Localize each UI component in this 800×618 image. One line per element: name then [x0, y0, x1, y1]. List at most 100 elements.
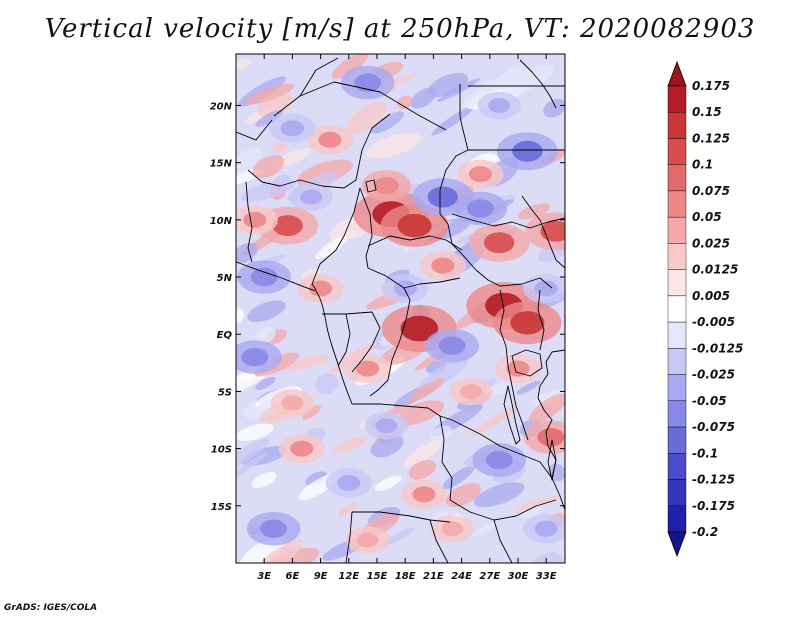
colorbar-label: -0.0125: [692, 341, 743, 355]
x-tick-label: 15E: [367, 571, 388, 582]
y-tick-label: EQ: [217, 330, 233, 341]
colorbar-label: -0.1: [692, 446, 718, 460]
field-patch: [346, 101, 387, 135]
colorbar-label: -0.175: [692, 499, 735, 513]
field-patch: [236, 147, 262, 178]
y-tick-label: 10S: [211, 445, 232, 456]
colorbar-label: 0.075: [692, 184, 730, 198]
colorbar-label: -0.025: [692, 368, 735, 382]
car-north-border: [367, 235, 463, 251]
x-tick-label: 9E: [314, 571, 328, 582]
hotspot-core: [431, 257, 455, 274]
colorbar-label: 0.175: [692, 79, 730, 93]
field-patch: [374, 475, 402, 491]
colorbar-label: -0.2: [692, 525, 718, 539]
hotspot-core: [441, 521, 464, 537]
colorbar-bin: [667, 164, 687, 192]
colorbar-label: 0.025: [692, 236, 730, 250]
map-frame: [235, 53, 566, 564]
field-patch: [331, 54, 369, 79]
field-patch: [370, 434, 404, 458]
field-patch: [436, 78, 481, 102]
map-area: [235, 53, 566, 564]
field-patch: [404, 439, 443, 467]
colorbar-bin: [667, 190, 687, 218]
field-patch: [472, 522, 498, 536]
congo-west-border: [345, 311, 381, 373]
field-patch: [255, 377, 276, 390]
chart-title: Vertical velocity [m/s] at 250hPa, VT: 2…: [44, 14, 756, 44]
field-patch: [409, 378, 445, 402]
congo-drc-border: [369, 287, 411, 397]
field-patch: [408, 459, 436, 480]
colorbar-bin: [667, 426, 687, 454]
field-patch: [236, 169, 263, 187]
lake-chad: [365, 179, 377, 193]
zambia-south-border: [449, 499, 557, 521]
field-patch: [397, 400, 444, 426]
field-patch: [533, 552, 564, 563]
field-patch: [365, 133, 421, 159]
hotspot-core: [356, 360, 380, 377]
uganda-kenya-border: [537, 289, 545, 351]
colorbar-label: 0.125: [692, 132, 730, 146]
angola-north-border: [352, 403, 453, 421]
libya-niger-chad-border: [273, 81, 447, 131]
angola-south-border: [352, 511, 451, 523]
field-patch: [272, 142, 288, 153]
colorbar-top-triangle: [667, 60, 687, 87]
sahara-border: [236, 119, 273, 141]
field-patch: [429, 425, 452, 442]
x-tick-label: 33E: [536, 571, 557, 582]
colorbar-bin: [667, 243, 687, 270]
field-patch: [381, 527, 416, 546]
colorbar-bin: [667, 400, 687, 428]
hotspot-core: [300, 189, 323, 205]
colorbar-bin: [667, 321, 687, 349]
field-patch: [252, 155, 285, 178]
colorbar-bin: [667, 111, 687, 139]
hotspot-core: [484, 232, 515, 254]
colorbar-label: 0.15: [692, 105, 722, 119]
car-south-border: [367, 267, 461, 289]
hotspot-core: [309, 280, 333, 297]
colorbar-bin: [667, 453, 687, 480]
hotspot-core: [374, 177, 399, 194]
colorbar-label: -0.05: [692, 394, 727, 408]
y-tick-label: 10N: [210, 216, 233, 227]
field-patch: [236, 423, 274, 442]
hotspot-core: [280, 120, 304, 137]
niger-nigeria-border: [247, 169, 357, 189]
field-patch: [251, 472, 277, 488]
colorbar-label: -0.075: [692, 420, 735, 434]
gabon-border: [322, 313, 351, 367]
colorbar-label: -0.125: [692, 473, 735, 487]
zimbabwe-border: [493, 519, 513, 563]
lake-victoria: [511, 349, 543, 377]
colorbar-bottom-triangle: [667, 531, 687, 558]
field-patch: [247, 300, 286, 323]
field-patch: [244, 83, 295, 105]
y-tick-label: 20N: [210, 101, 233, 112]
field-patch: [516, 380, 541, 395]
colorbar-bin: [667, 348, 687, 375]
y-tick-label: 15S: [211, 502, 232, 513]
field-patch: [517, 203, 551, 220]
colorbar: 0.175 0.15 0.125 0.1 0.075 0.05 0.025 0.0125 0.0…: [667, 60, 743, 558]
south-sudan-north-border: [451, 213, 565, 229]
hotspot-core: [537, 428, 565, 447]
hotspot-core: [290, 440, 314, 457]
hotspot-core: [281, 395, 304, 411]
colorbar-label: 0.1: [692, 158, 713, 172]
zambia-border: [451, 419, 553, 479]
hotspot-core: [397, 213, 432, 238]
red-sea-coast: [519, 59, 557, 109]
field-patch: [315, 236, 348, 260]
x-tick-label: 12E: [338, 571, 359, 582]
south-sudan-west-border: [459, 251, 553, 289]
field-patch: [304, 471, 327, 486]
angola-east-border: [439, 415, 453, 501]
hotspot-core: [318, 131, 342, 148]
libya-sudan-border: [445, 149, 469, 171]
